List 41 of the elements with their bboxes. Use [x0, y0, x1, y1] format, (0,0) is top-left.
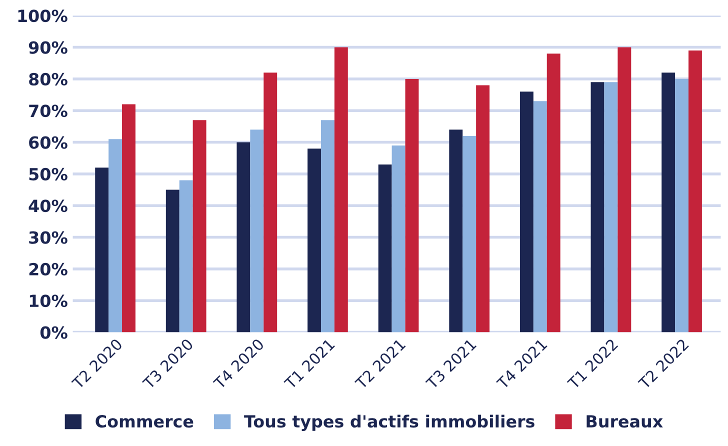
- y-tick-label: 90%: [28, 41, 68, 54]
- y-tick-label: 30%: [29, 231, 68, 244]
- bar: [675, 78, 688, 332]
- bar: [334, 47, 348, 332]
- bar: [533, 101, 547, 332]
- y-tick-label: 0%: [40, 326, 68, 339]
- y-tick-label: 70%: [29, 104, 68, 118]
- y-tick-label: 20%: [29, 262, 68, 276]
- legend-label: Commerce: [96, 415, 194, 428]
- y-tick-label: 60%: [29, 136, 68, 149]
- y-tick-label: 80%: [29, 72, 68, 86]
- bar: [476, 85, 490, 332]
- bar: [405, 78, 419, 332]
- bar: [166, 190, 180, 332]
- bar: [122, 104, 136, 332]
- bar: [520, 92, 534, 332]
- bar: [392, 145, 406, 332]
- bar: [236, 142, 250, 332]
- y-tick-label: 50%: [29, 168, 68, 181]
- bar: [320, 120, 334, 332]
- legend-label: Bureaux: [586, 415, 663, 428]
- bar: [264, 72, 278, 332]
- bar: [378, 164, 392, 332]
- y-tick-label: 10%: [30, 294, 68, 308]
- y-tick-label: 100%: [18, 10, 68, 22]
- bar: [590, 82, 604, 332]
- bar: [604, 82, 618, 332]
- bar: [308, 148, 321, 332]
- bar: [449, 130, 463, 332]
- bar: [95, 168, 109, 332]
- bar: [618, 47, 632, 332]
- bar: [662, 72, 676, 332]
- bar: [688, 50, 702, 332]
- bar: [462, 136, 476, 332]
- bar: [108, 139, 122, 332]
- legend-label: Tous types d'actifs immobiliers: [244, 414, 534, 431]
- bar: [250, 130, 264, 332]
- bar: [179, 180, 193, 332]
- bar: [546, 54, 560, 332]
- bar: [192, 120, 206, 332]
- y-tick-label: 40%: [28, 200, 68, 212]
